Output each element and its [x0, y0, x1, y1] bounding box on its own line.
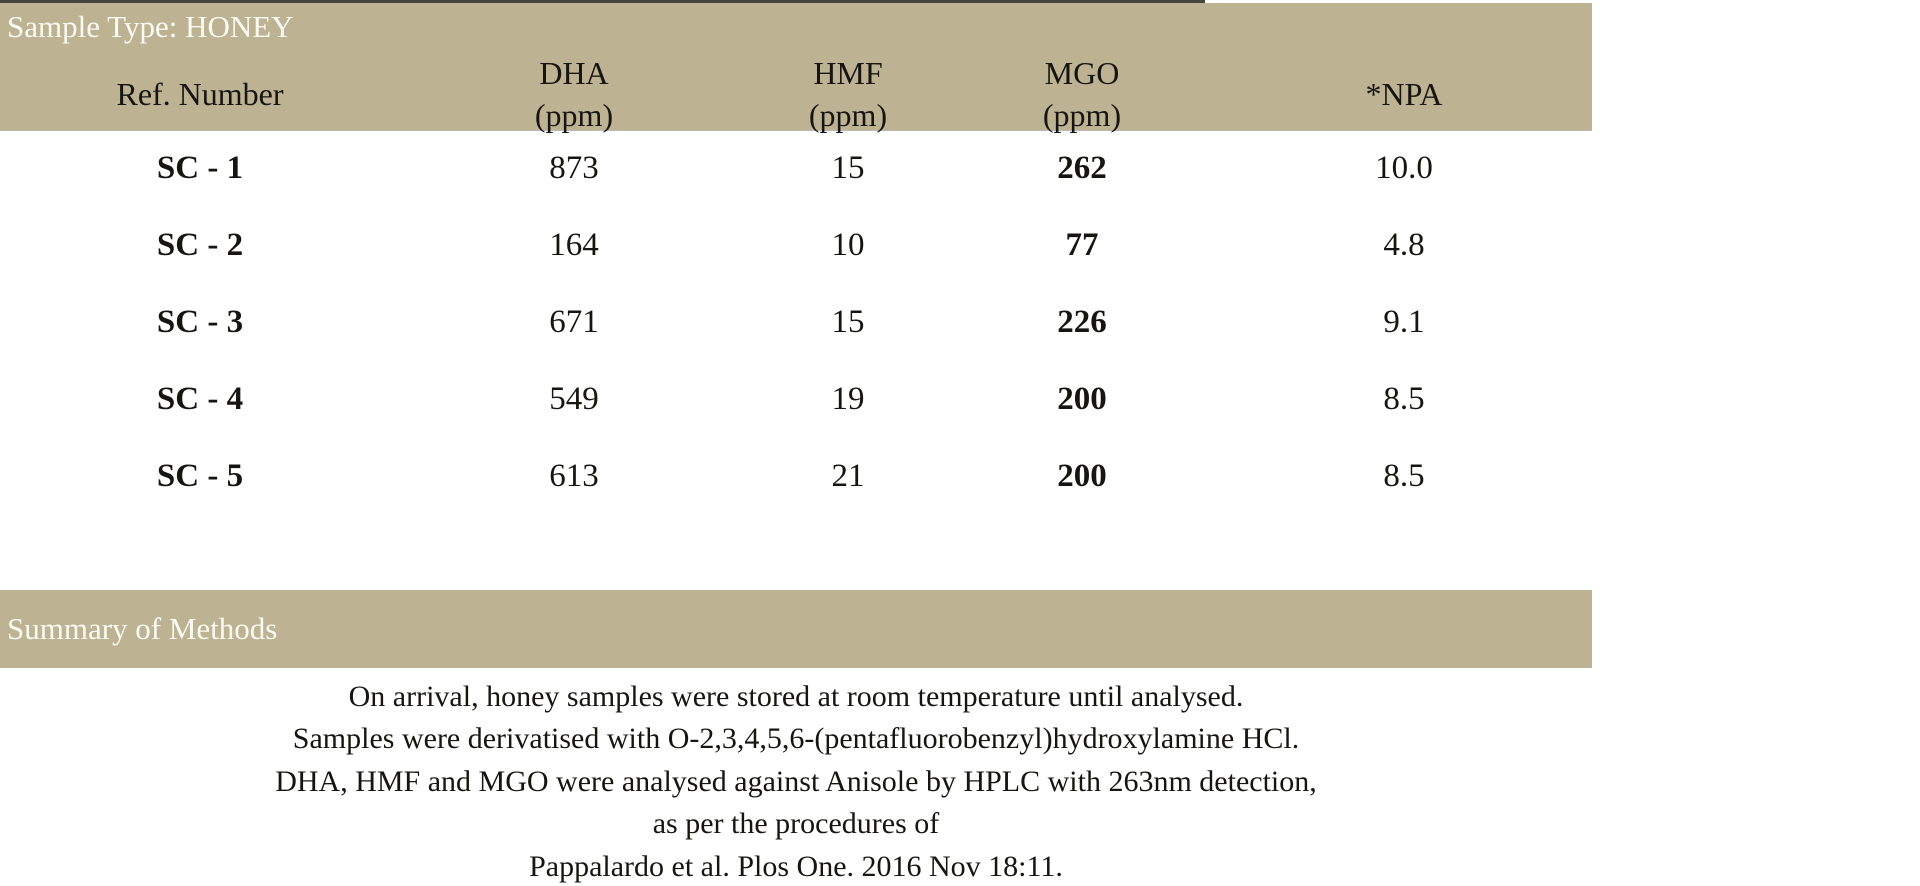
mgo-value-cell: 200 [1057, 457, 1107, 494]
mgo-value-cell: 200 [1057, 380, 1107, 417]
hmf-value-cell: 15 [831, 303, 865, 340]
summary-of-methods-band: Summary of Methods [0, 590, 1592, 668]
dha-value-cell: 549 [549, 380, 599, 417]
mgo-value-cell: 262 [1057, 149, 1107, 186]
column-header-unit: (ppm) [808, 97, 888, 133]
hmf-value-cell: 19 [831, 380, 865, 417]
hmf-value-cell: 10 [831, 226, 865, 263]
column-header-ref-number: Ref. Number [0, 73, 400, 115]
ref-number-cell: SC - 3 [156, 303, 244, 340]
mgo-value-cell: 77 [1065, 226, 1099, 263]
ref-number-cell: SC - 1 [156, 149, 244, 186]
methods-line: Samples were derivatised with O-2,3,4,5,… [292, 722, 1300, 756]
table-header-row: Ref. Number DHA (ppm) HMF (ppm) MGO (ppm… [0, 49, 1592, 133]
column-header-label: HMF [813, 55, 883, 91]
column-header-label: DHA [539, 55, 609, 91]
column-header-label: MGO [1044, 55, 1120, 91]
npa-value-cell: 9.1 [1383, 303, 1425, 340]
dha-value-cell: 164 [549, 226, 599, 263]
dha-value-cell: 873 [549, 149, 599, 186]
column-header-unit: (ppm) [534, 97, 614, 133]
table-top-border [0, 0, 1205, 3]
sample-type-label: Sample Type: HONEY [7, 9, 294, 44]
npa-value-cell: 8.5 [1383, 457, 1425, 494]
methods-line: Pappalardo et al. Plos One. 2016 Nov 18:… [529, 849, 1063, 883]
mgo-value-cell: 226 [1057, 303, 1107, 340]
npa-value-cell: 4.8 [1383, 226, 1425, 263]
npa-value-cell: 10.0 [1375, 149, 1433, 186]
hmf-value-cell: 15 [831, 149, 865, 186]
dha-value-cell: 613 [549, 457, 599, 494]
hmf-value-cell: 21 [831, 457, 865, 494]
column-header-label: Ref. Number [116, 76, 284, 112]
table-row: SC - 3 671 15 226 9.1 [0, 283, 1592, 360]
column-header-label: *NPA [1365, 76, 1443, 112]
methods-paragraph: On arrival, honey samples were stored at… [0, 676, 1592, 886]
ref-number-cell: SC - 4 [156, 380, 244, 417]
table-row: SC - 2 164 10 77 4.8 [0, 206, 1592, 283]
summary-of-methods-label: Summary of Methods [7, 611, 278, 646]
table-row: SC - 1 873 15 262 10.0 [0, 129, 1592, 206]
methods-line: On arrival, honey samples were stored at… [348, 680, 1244, 713]
npa-value-cell: 8.5 [1383, 380, 1425, 417]
table-row: SC - 5 613 21 200 8.5 [0, 437, 1592, 514]
ref-number-cell: SC - 5 [156, 457, 244, 494]
table-body: SC - 1 873 15 262 10.0 SC - 2 164 10 77 … [0, 129, 1592, 514]
column-header-unit: (ppm) [1042, 97, 1122, 133]
ref-number-cell: SC - 2 [156, 226, 244, 263]
sample-type-band: Sample Type: HONEY Ref. Number DHA (ppm)… [0, 3, 1592, 133]
table-row: SC - 4 549 19 200 8.5 [0, 360, 1592, 437]
dha-value-cell: 671 [549, 303, 599, 340]
methods-line: DHA, HMF and MGO were analysed against A… [275, 764, 1317, 798]
column-header-npa: *NPA [1216, 73, 1592, 115]
methods-line: as per the procedures of [652, 807, 940, 841]
column-header-dha: DHA (ppm) [400, 52, 748, 136]
column-header-hmf: HMF (ppm) [748, 52, 948, 136]
column-header-mgo: MGO (ppm) [948, 52, 1216, 136]
